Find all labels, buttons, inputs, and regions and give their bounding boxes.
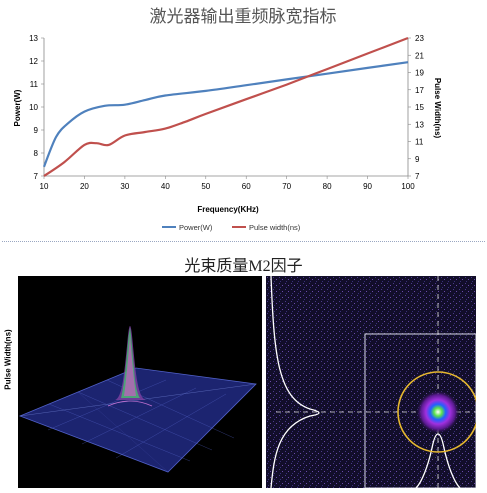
x-tick-label: 20	[80, 182, 89, 191]
y2-tick-label: 13	[415, 120, 424, 129]
beam-spot	[416, 390, 460, 434]
section-divider	[2, 241, 485, 242]
x-tick-label: 10	[40, 182, 49, 191]
beam-3d-grid-plane	[18, 367, 257, 473]
y-tick-label: 12	[29, 57, 38, 66]
beam-3d-peak	[107, 326, 153, 407]
x-tick-label: 50	[201, 182, 210, 191]
frequency-chart: 激光器输出重频脉宽指标 10 20 30 40 50 60 70 80 90 1007891011…	[13, 7, 442, 232]
x-tick-label: 100	[401, 182, 415, 191]
plot-area: 10 20 30 40 50 60 70 80 90 1007891011121379111315…	[29, 34, 424, 191]
beam-spot-profile-image	[266, 275, 479, 489]
horizontal-profile-curve	[270, 275, 320, 489]
y2-tick-label: 11	[415, 138, 424, 147]
y-tick-label: 10	[29, 103, 38, 112]
y-tick-label: 13	[29, 34, 38, 43]
chart-title: 激光器输出重频脉宽指标	[150, 7, 337, 26]
y2-tick-label: 9	[415, 155, 420, 164]
x-tick-label: 80	[323, 182, 332, 191]
series-line-pulse-width	[43, 36, 409, 177]
y-tick-label: 9	[34, 126, 39, 135]
y-tick-label: 7	[34, 172, 39, 181]
y-tick-label: 8	[34, 149, 39, 158]
y2-tick-label: 15	[415, 103, 424, 112]
x-axis-label: Frequency(KHz)	[197, 205, 259, 214]
x-tick-label: 70	[282, 182, 291, 191]
x-tick-label: 30	[120, 182, 129, 191]
y-tick-label: 11	[30, 80, 39, 89]
legend-power-label: Power(W)	[179, 223, 213, 232]
y2-tick-label: 21	[415, 51, 424, 60]
y2-tick-label: 17	[415, 86, 424, 95]
y2-axis-label: Pulse Width(ns)	[433, 78, 442, 139]
beam-side-label: Pulse Width(ns)	[3, 329, 13, 390]
x-tick-label: 40	[161, 182, 170, 191]
y2-tick-label: 19	[415, 69, 424, 78]
legend-pulse-label: Pulse width(ns)	[249, 223, 301, 232]
beam-quality-title: 光束质量M2因子	[184, 258, 303, 275]
legend: Power(W) Pulse width(ns)	[162, 223, 301, 232]
x-tick-label: 90	[363, 182, 372, 191]
beam-3d-profile-image	[18, 276, 262, 488]
x-tick-label: 60	[242, 182, 251, 191]
y2-tick-label: 23	[415, 34, 424, 43]
series-line-power	[42, 61, 409, 168]
y-axis-label: Power(W)	[13, 89, 22, 126]
y2-tick-label: 7	[415, 172, 420, 181]
